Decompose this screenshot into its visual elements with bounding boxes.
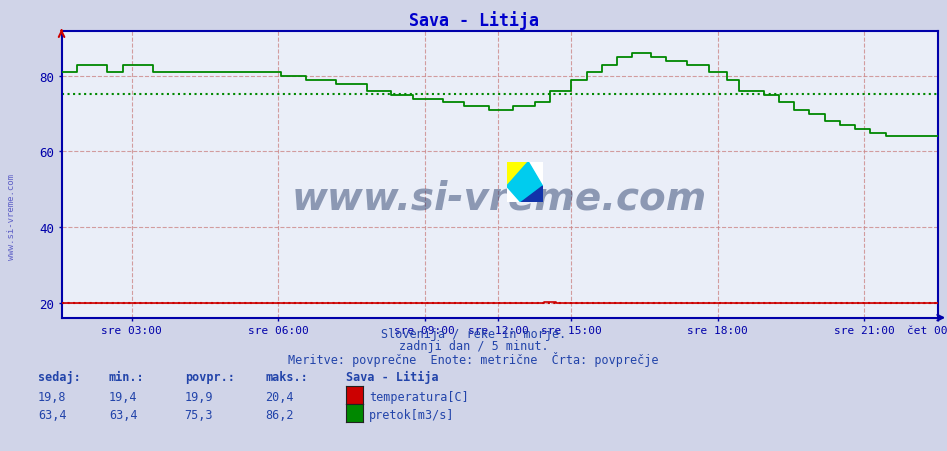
Text: 20,4: 20,4 [265,390,294,403]
Text: povpr.:: povpr.: [185,370,235,383]
Text: www.si-vreme.com: www.si-vreme.com [292,179,707,216]
Text: Sava - Litija: Sava - Litija [346,370,438,383]
Polygon shape [507,162,543,203]
Text: pretok[m3/s]: pretok[m3/s] [369,408,455,421]
Polygon shape [507,162,528,187]
Text: 75,3: 75,3 [185,408,213,421]
Text: sedaj:: sedaj: [38,370,80,383]
Text: Slovenija / reke in morje.: Slovenija / reke in morje. [381,327,566,340]
Text: 86,2: 86,2 [265,408,294,421]
Text: min.:: min.: [109,370,145,383]
Text: Sava - Litija: Sava - Litija [408,11,539,30]
Text: temperatura[C]: temperatura[C] [369,390,469,403]
Text: 19,8: 19,8 [38,390,66,403]
Text: www.si-vreme.com: www.si-vreme.com [7,174,16,259]
Text: 19,4: 19,4 [109,390,137,403]
Text: 63,4: 63,4 [38,408,66,421]
Text: 19,9: 19,9 [185,390,213,403]
Polygon shape [521,187,543,203]
Text: 63,4: 63,4 [109,408,137,421]
Text: Meritve: povprečne  Enote: metrične  Črta: povprečje: Meritve: povprečne Enote: metrične Črta:… [288,351,659,366]
Text: zadnji dan / 5 minut.: zadnji dan / 5 minut. [399,339,548,352]
Text: maks.:: maks.: [265,370,308,383]
